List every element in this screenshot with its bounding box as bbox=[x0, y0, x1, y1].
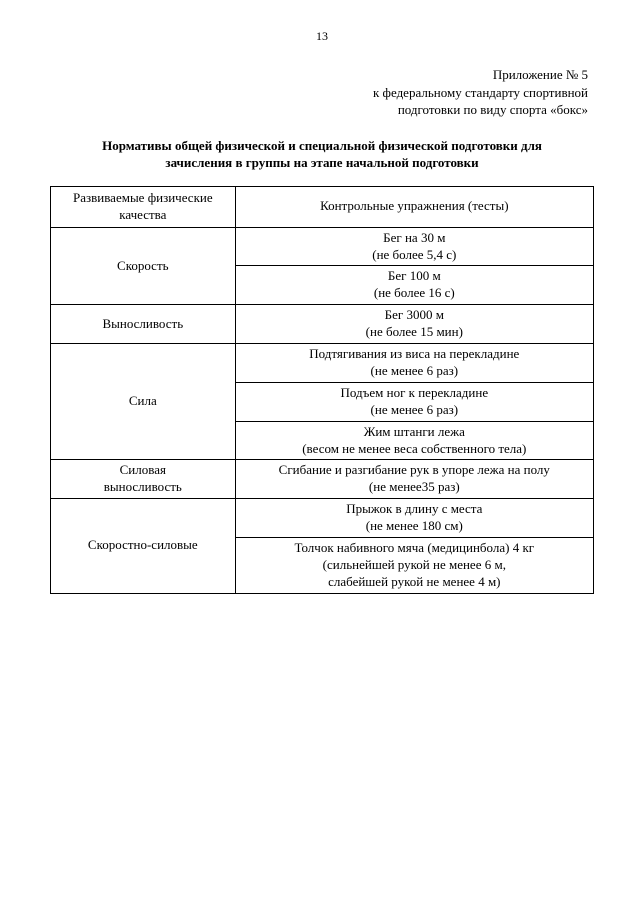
test-cell: Прыжок в длину с места(не менее 180 см) bbox=[235, 499, 593, 538]
quality-cell: Силоваявыносливость bbox=[51, 460, 236, 499]
standards-table: Развиваемые физические качества Контроль… bbox=[50, 186, 594, 594]
test-cell: Толчок набивного мяча (медицинбола) 4 кг… bbox=[235, 537, 593, 593]
test-cell: Подъем ног к перекладине(не менее 6 раз) bbox=[235, 382, 593, 421]
quality-cell: Скоростно-силовые bbox=[51, 499, 236, 593]
table-row: СилаПодтягивания из виса на перекладине(… bbox=[51, 344, 594, 383]
table-row: Скоростно-силовыеПрыжок в длину с места(… bbox=[51, 499, 594, 538]
appendix-line2: к федеральному стандарту спортивной bbox=[50, 84, 588, 102]
quality-cell: Выносливость bbox=[51, 305, 236, 344]
quality-cell: Скорость bbox=[51, 227, 236, 305]
table-row: СиловаявыносливостьСгибание и разгибание… bbox=[51, 460, 594, 499]
quality-cell: Сила bbox=[51, 344, 236, 460]
title-line2: зачисления в группы на этапе начальной п… bbox=[58, 154, 586, 172]
table-row: СкоростьБег на 30 м(не более 5,4 с) bbox=[51, 227, 594, 266]
appendix-block: Приложение № 5 к федеральному стандарту … bbox=[50, 66, 594, 119]
appendix-line1: Приложение № 5 bbox=[50, 66, 588, 84]
test-cell: Сгибание и разгибание рук в упоре лежа н… bbox=[235, 460, 593, 499]
title-line1: Нормативы общей физической и специальной… bbox=[58, 137, 586, 155]
test-cell: Бег 3000 м(не более 15 мин) bbox=[235, 305, 593, 344]
table-row: ВыносливостьБег 3000 м(не более 15 мин) bbox=[51, 305, 594, 344]
test-cell: Бег на 30 м(не более 5,4 с) bbox=[235, 227, 593, 266]
document-title: Нормативы общей физической и специальной… bbox=[50, 137, 594, 172]
header-qualities: Развиваемые физические качества bbox=[51, 186, 236, 227]
test-cell: Бег 100 м(не более 16 с) bbox=[235, 266, 593, 305]
test-cell: Подтягивания из виса на перекладине(не м… bbox=[235, 344, 593, 383]
appendix-line3: подготовки по виду спорта «бокс» bbox=[50, 101, 588, 119]
header-tests: Контрольные упражнения (тесты) bbox=[235, 186, 593, 227]
test-cell: Жим штанги лежа(весом не менее веса собс… bbox=[235, 421, 593, 460]
table-header-row: Развиваемые физические качества Контроль… bbox=[51, 186, 594, 227]
page-number: 13 bbox=[50, 28, 594, 44]
